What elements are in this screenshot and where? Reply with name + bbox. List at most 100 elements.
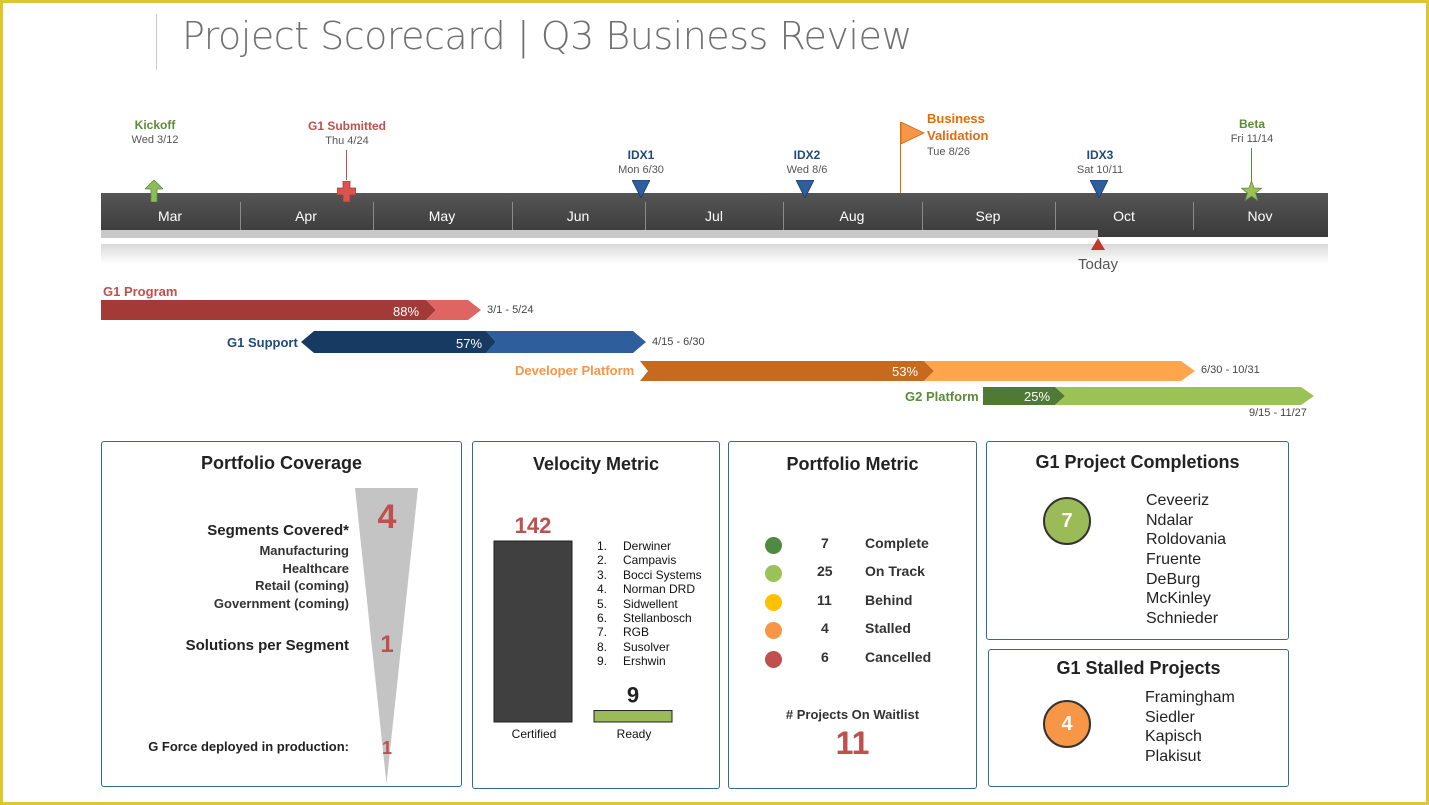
- segment-item: Government (coming): [213, 596, 349, 611]
- task-label: Developer Platform: [515, 363, 635, 378]
- timeline-month: Oct: [1113, 208, 1135, 224]
- milestone-name: IDX2: [793, 148, 821, 162]
- portfolio-metric-panel: Portfolio Metric 7 Complete 25 On Track …: [728, 441, 977, 789]
- timeline-month: Mar: [157, 208, 183, 224]
- milestone-idx3[interactable]: IDX3 Sat 10/11: [1059, 148, 1141, 176]
- triangle-down-icon: [632, 180, 650, 198]
- milestone-g1-submitted[interactable]: G1 Submitted Thu 4/24: [292, 119, 402, 147]
- task-date-range: 6/30 - 10/31: [1201, 364, 1260, 376]
- list-item: Ndalar: [1146, 511, 1194, 529]
- task-bar-g1-support[interactable]: [301, 330, 647, 354]
- today-marker-icon: [1091, 238, 1105, 250]
- list-item: Framingham: [1145, 689, 1235, 706]
- task-percent: 88%: [393, 304, 420, 319]
- stalled-count-badge: 4: [1043, 700, 1091, 748]
- list-item: 9. Ershwin: [597, 654, 666, 669]
- list-item: DeBurg: [1146, 570, 1201, 588]
- milestone-kickoff[interactable]: Kickoff Wed 3/12: [110, 118, 200, 146]
- waitlist-label: # Projects On Waitlist: [785, 707, 920, 722]
- list-item: 3. Bocci Systems: [597, 567, 702, 582]
- list-item: 2. Campavis: [597, 553, 677, 568]
- status-dot-icon: [765, 537, 782, 554]
- month-divider: [1193, 202, 1194, 230]
- status-label: Stalled: [865, 620, 911, 636]
- panel-title: G1 Project Completions: [1035, 452, 1240, 472]
- list-item: 6. Stellanbosch: [597, 610, 692, 625]
- completions-list: Ceveeriz Ndalar Roldovania Fruente DeBur…: [1146, 491, 1226, 629]
- timeline-bar: [101, 193, 1328, 237]
- panel-title: Portfolio Coverage: [200, 453, 363, 473]
- segments-count: 4: [377, 498, 397, 536]
- month-divider: [240, 202, 241, 230]
- status-count: 25: [817, 563, 833, 579]
- task-date-range: 9/15 - 11/27: [1249, 407, 1307, 419]
- task-label: G2 Platform: [905, 389, 979, 404]
- status-label: Complete: [865, 535, 929, 551]
- milestone-date: Thu 4/24: [325, 135, 369, 147]
- milestone-beta[interactable]: Beta Fri 11/14: [1211, 117, 1293, 145]
- status-label: On Track: [865, 563, 925, 579]
- today-label: Today: [1077, 256, 1119, 273]
- milestone-name: G1 Submitted: [307, 119, 386, 133]
- timeline-reflection: [101, 244, 1328, 264]
- milestone-name: IDX3: [1086, 148, 1114, 162]
- timeline-month: May: [428, 208, 456, 224]
- milestone-stem: [1251, 148, 1252, 182]
- task-label: G1 Support: [227, 335, 298, 350]
- completions-count-badge: 7: [1043, 497, 1091, 545]
- list-item: 7. RGB: [597, 625, 650, 640]
- month-divider: [645, 202, 646, 230]
- g1-completions-panel: G1 Project Completions 7 Ceveeriz Ndalar…: [986, 441, 1289, 640]
- list-item: 8. Susolver: [597, 639, 670, 654]
- task-bar-g1-program[interactable]: [101, 299, 482, 321]
- velocity-category-label: Certified: [512, 727, 557, 741]
- flag-icon: [901, 122, 925, 144]
- velocity-bar-certified: [493, 540, 573, 723]
- velocity-chart: 142 Certified 9 Ready: [493, 513, 673, 741]
- timeline-month: Apr: [295, 208, 317, 224]
- segment-item: Manufacturing: [259, 543, 349, 558]
- task-date-range: 3/1 - 5/24: [487, 304, 534, 316]
- segments-covered-label: Segments Covered*: [207, 522, 349, 539]
- portfolio-coverage-panel: Portfolio Coverage Segments Covered* Man…: [101, 441, 462, 787]
- month-divider: [1055, 202, 1056, 230]
- milestone-name: Beta: [1238, 117, 1265, 131]
- velocity-category-label: Ready: [617, 727, 652, 741]
- milestone-idx2[interactable]: IDX2 Wed 8/6: [766, 148, 848, 176]
- task-percent: 25%: [1024, 389, 1051, 404]
- star-icon: [1241, 181, 1262, 201]
- list-item: Siedler: [1145, 708, 1195, 726]
- list-item: 4. Norman DRD: [597, 582, 696, 597]
- milestone-stem: [900, 122, 901, 193]
- list-item: Schnieder: [1146, 610, 1219, 628]
- milestone-date: Fri 11/14: [1230, 133, 1274, 145]
- timeline-month: Sep: [975, 208, 1001, 224]
- segment-item: Retail (coming): [255, 578, 349, 593]
- milestone-date: Wed 3/12: [131, 134, 179, 146]
- task-bar-g2-platform[interactable]: [983, 386, 1315, 406]
- milestone-date: Mon 6/30: [618, 164, 664, 176]
- status-count: 7: [821, 535, 829, 551]
- panel-title: Velocity Metric: [532, 454, 660, 474]
- status-dot-icon: [765, 651, 782, 668]
- milestone-name: Business: [927, 111, 985, 126]
- velocity-metric-panel: Velocity Metric 142 Certified 9 Ready 1. Der…: [472, 441, 720, 789]
- timeline-progress: [101, 230, 1098, 238]
- month-divider: [922, 202, 923, 230]
- milestone-name: IDX1: [627, 148, 655, 162]
- panel-title: Portfolio Metric: [786, 454, 919, 474]
- status-dot-icon: [765, 565, 782, 582]
- status-count: 11: [817, 592, 832, 608]
- deployed-label: G Force deployed in production:: [148, 739, 349, 754]
- solutions-label: Solutions per Segment: [185, 637, 349, 654]
- milestone-idx1[interactable]: IDX1 Mon 6/30: [600, 148, 682, 176]
- status-label: Behind: [865, 592, 913, 608]
- status-dot-icon: [765, 622, 782, 639]
- milestone-date: Wed 8/6: [786, 164, 828, 176]
- timeline-month: Jul: [705, 208, 723, 224]
- task-bar-developer-platform[interactable]: [640, 360, 1196, 382]
- list-item: 5. Sidwellent: [597, 596, 678, 611]
- milestone-name: Validation: [927, 128, 989, 143]
- milestone-business-validation[interactable]: Business Validation Tue 8/26: [927, 110, 988, 158]
- timeline-month: Jun: [566, 208, 590, 224]
